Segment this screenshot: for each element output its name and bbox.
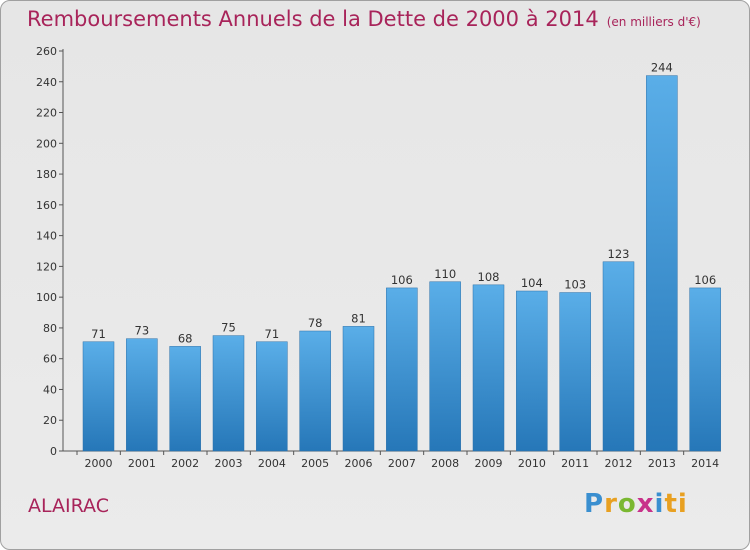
bar	[126, 338, 158, 452]
logo-letter: x	[636, 489, 655, 519]
x-tick-label: 2014	[691, 457, 719, 470]
y-tick-label: 60	[43, 353, 57, 366]
x-tick-label: 2007	[388, 457, 416, 470]
x-tick-label: 2011	[561, 457, 589, 470]
y-tick-label: 80	[43, 322, 57, 335]
x-tick-label: 2012	[605, 457, 633, 470]
x-tick-label: 2009	[475, 457, 503, 470]
x-tick-label: 2005	[301, 457, 329, 470]
data-label: 73	[135, 324, 150, 338]
bar	[82, 341, 115, 452]
x-tick-label: 2004	[258, 457, 286, 470]
y-tick-label: 140	[36, 230, 57, 243]
y-tick-label: 100	[36, 291, 57, 304]
bar	[689, 287, 721, 452]
y-tick-label: 220	[36, 107, 57, 120]
y-tick-label: 200	[36, 137, 57, 150]
data-label: 106	[694, 273, 716, 287]
x-tick-label: 2010	[518, 457, 546, 470]
bar	[472, 284, 505, 452]
x-tick-label: 2006	[345, 457, 373, 470]
data-label: 103	[564, 278, 586, 292]
x-tick-label: 2008	[431, 457, 459, 470]
y-tick-label: 240	[36, 76, 57, 89]
bar	[602, 261, 635, 452]
data-label: 68	[178, 331, 193, 345]
data-label: 81	[351, 311, 366, 325]
commune-name: ALAIRAC	[28, 495, 109, 517]
y-tick-label: 40	[43, 383, 57, 396]
data-label: 71	[265, 327, 280, 341]
bar	[256, 341, 288, 452]
data-label: 104	[521, 276, 543, 290]
y-tick-label: 180	[36, 168, 57, 181]
logo-letter: o	[617, 489, 637, 519]
x-tick-label: 2000	[85, 457, 113, 470]
bar	[516, 290, 548, 452]
logo-letter: ti	[664, 489, 688, 519]
data-label: 108	[478, 270, 500, 284]
bar	[212, 335, 245, 452]
data-label: 78	[308, 316, 323, 330]
bar	[429, 281, 461, 452]
x-tick-label: 2003	[215, 457, 243, 470]
y-tick-label: 20	[43, 414, 57, 427]
logo-letter: r	[604, 489, 618, 519]
y-tick-label: 0	[50, 445, 57, 458]
x-tick-label: 2002	[171, 457, 199, 470]
logo-letter: i	[654, 489, 665, 519]
data-label: 71	[91, 327, 106, 341]
chart-subtitle: (en milliers d'€)	[606, 15, 701, 29]
bar	[342, 326, 375, 452]
y-tick-label: 260	[36, 45, 57, 58]
data-label: 110	[434, 267, 456, 281]
bar	[559, 292, 591, 452]
y-tick-label: 120	[36, 260, 57, 273]
logo-letter: P	[584, 489, 605, 519]
bar	[646, 75, 678, 452]
bar	[299, 330, 331, 452]
y-tick-label: 160	[36, 199, 57, 212]
bar	[169, 346, 201, 452]
proxiti-logo: Proxiti	[584, 489, 688, 519]
data-label: 123	[608, 247, 630, 261]
chart-title-text: Remboursements Annuels de la Dette de 20…	[27, 7, 599, 31]
bar	[386, 287, 418, 452]
data-label: 75	[221, 321, 236, 335]
x-tick-label: 2001	[128, 457, 156, 470]
data-label: 106	[391, 273, 413, 287]
chart-title: Remboursements Annuels de la Dette de 20…	[27, 7, 701, 31]
data-label: 244	[651, 61, 673, 75]
x-tick-label: 2013	[648, 457, 676, 470]
